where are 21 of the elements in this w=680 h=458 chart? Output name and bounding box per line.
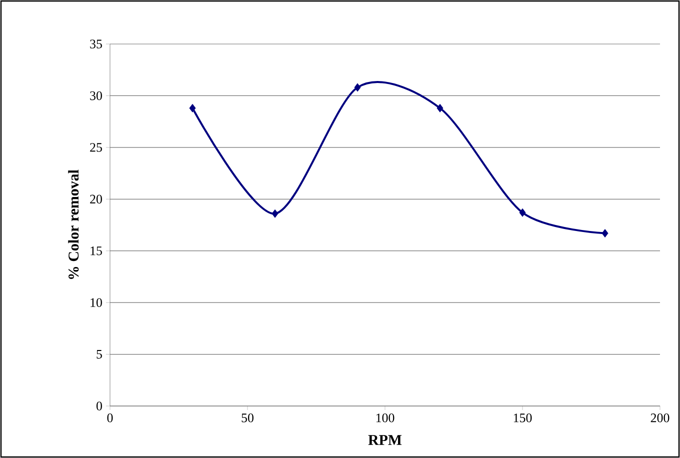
x-tick-label: 100	[376, 414, 394, 422]
y-tick-label: 25	[90, 143, 102, 152]
y-tick-label: 5	[96, 350, 102, 359]
y-axis-title: % Color removal	[68, 170, 79, 279]
point	[354, 83, 361, 92]
x-tick-label: 150	[514, 414, 532, 422]
x-tick-label: 50	[242, 414, 254, 422]
x-axis-title: RPM	[368, 435, 402, 445]
point	[272, 209, 278, 218]
point	[519, 208, 526, 217]
y-tick-label: 35	[90, 40, 102, 48]
x-tick-label: 200	[650, 414, 670, 422]
y-tick-label: 30	[90, 91, 102, 100]
point	[602, 229, 608, 238]
y-tick-label: 10	[90, 298, 102, 307]
y-tick-label: 15	[90, 246, 102, 256]
y-tick-label: 0	[96, 402, 102, 410]
y-tick-label: 20	[90, 194, 102, 204]
point	[189, 104, 196, 112]
x-tick-label: 0	[107, 414, 113, 422]
point	[436, 104, 444, 112]
